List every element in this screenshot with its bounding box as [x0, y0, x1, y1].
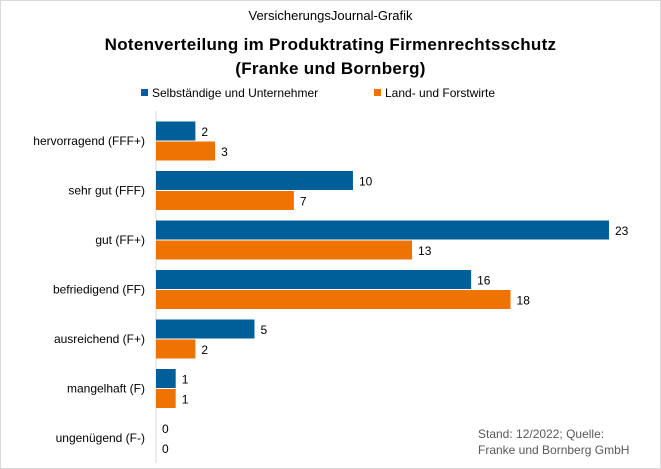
- legend-swatch-1: [374, 89, 381, 96]
- bar-selbstaendige: [156, 121, 196, 141]
- bar-landwirte: [156, 389, 176, 408]
- footnote-line-2: Franke und Bornberg GmbH: [478, 443, 630, 457]
- category-label: gut (FF+): [95, 233, 145, 247]
- data-label: 2: [201, 343, 208, 357]
- data-label: 3: [221, 145, 228, 159]
- data-label: 1: [182, 373, 189, 387]
- legend-label-1: Land- und Forstwirte: [385, 86, 495, 100]
- chart-subtitle: (Franke und Bornberg): [235, 59, 426, 78]
- data-label: 5: [260, 323, 267, 337]
- category-label: hervorragend (FFF+): [33, 134, 145, 148]
- data-label: 23: [615, 224, 629, 238]
- data-label: 1: [182, 393, 189, 407]
- bar-selbstaendige: [156, 319, 255, 339]
- category-label: sehr gut (FFF): [68, 184, 145, 198]
- data-label: 7: [300, 195, 307, 209]
- bar-selbstaendige: [156, 171, 353, 190]
- footnote: Stand: 12/2022; Quelle: Franke und Bornb…: [478, 426, 629, 458]
- data-label: 16: [477, 274, 491, 288]
- chart-title: Notenverteilung im Produktrating Firmenr…: [104, 35, 557, 54]
- bar-landwirte: [156, 240, 413, 260]
- category-label: ungenügend (F-): [56, 431, 145, 445]
- data-label: 10: [359, 175, 373, 189]
- bar-landwirte: [156, 141, 216, 161]
- source-label: VersicherungsJournal-Grafik: [248, 8, 413, 23]
- data-label: 13: [418, 244, 432, 258]
- category-label: mangelhaft (F): [67, 382, 145, 396]
- legend-swatch-0: [141, 89, 148, 96]
- footnote-line-1: Stand: 12/2022; Quelle:: [478, 427, 605, 441]
- category-label: ausreichend (F+): [54, 332, 145, 346]
- bar-selbstaendige: [156, 220, 609, 240]
- bar-landwirte: [156, 339, 196, 359]
- bar-landwirte: [156, 290, 511, 309]
- data-label: 0: [162, 422, 169, 436]
- category-label: befriedigend (FF): [53, 283, 145, 297]
- data-label: 0: [162, 442, 169, 456]
- bar-selbstaendige: [156, 270, 472, 289]
- legend-label-0: Selbständige und Unternehmer: [152, 86, 318, 100]
- data-label: 18: [517, 294, 531, 308]
- bar-selbstaendige: [156, 369, 176, 388]
- data-label: 2: [201, 125, 208, 139]
- bar-landwirte: [156, 191, 294, 210]
